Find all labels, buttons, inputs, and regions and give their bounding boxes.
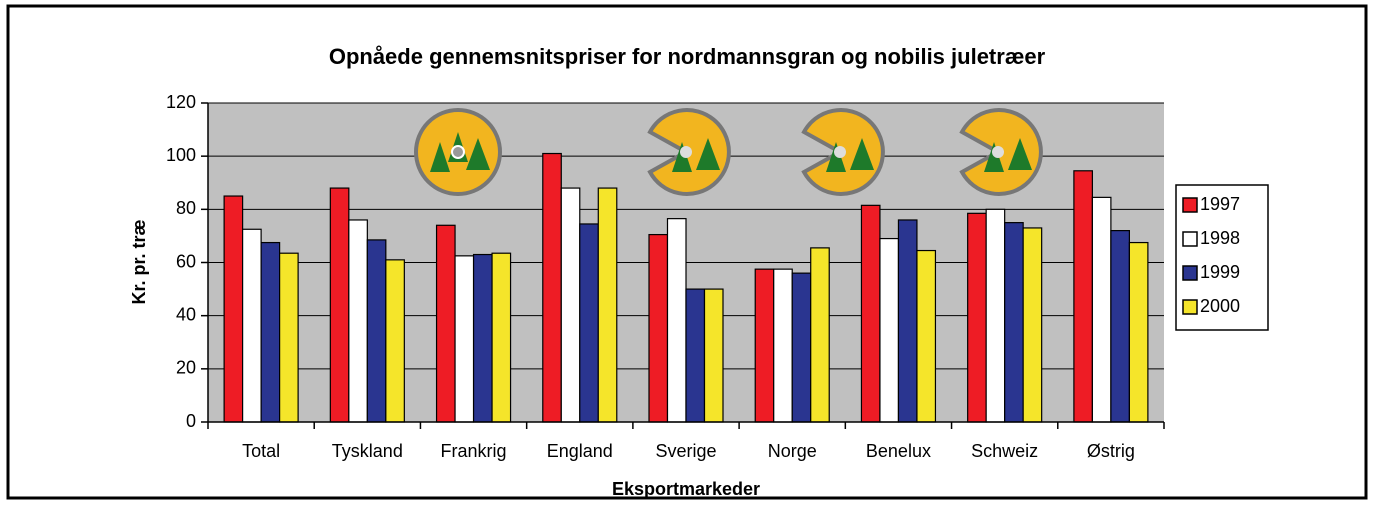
y-tick-label: 20 bbox=[176, 358, 196, 378]
bar bbox=[668, 219, 687, 422]
bar bbox=[437, 225, 456, 422]
bar bbox=[649, 235, 668, 422]
legend-swatch bbox=[1183, 266, 1197, 280]
bar bbox=[330, 188, 349, 422]
bar bbox=[1129, 243, 1148, 422]
bar bbox=[1092, 197, 1111, 422]
legend-label: 2000 bbox=[1200, 296, 1240, 316]
bar bbox=[861, 205, 880, 422]
bar bbox=[1111, 231, 1130, 422]
logo bbox=[416, 110, 500, 194]
legend-label: 1997 bbox=[1200, 194, 1240, 214]
bar bbox=[1005, 223, 1024, 422]
legend-swatch bbox=[1183, 232, 1197, 246]
x-tick-label: Østrig bbox=[1087, 441, 1135, 461]
bar bbox=[755, 269, 774, 422]
x-tick-label: Tyskland bbox=[332, 441, 403, 461]
y-tick-label: 120 bbox=[166, 92, 196, 112]
bar bbox=[1074, 171, 1093, 422]
bar bbox=[243, 229, 262, 422]
bar bbox=[811, 248, 830, 422]
bar bbox=[880, 239, 899, 422]
bar bbox=[1023, 228, 1042, 422]
bar bbox=[224, 196, 243, 422]
legend-swatch bbox=[1183, 198, 1197, 212]
y-axis-title: Kr. pr. træ bbox=[129, 219, 149, 304]
bar bbox=[386, 260, 405, 422]
legend-label: 1999 bbox=[1200, 262, 1240, 282]
bar bbox=[686, 289, 705, 422]
bar bbox=[455, 256, 474, 422]
bar bbox=[349, 220, 368, 422]
bar bbox=[705, 289, 724, 422]
chart: Opnåede gennemsnitspriser for nordmannsg… bbox=[0, 0, 1374, 504]
y-tick-label: 40 bbox=[176, 304, 196, 324]
bar bbox=[580, 224, 599, 422]
bar bbox=[598, 188, 617, 422]
x-tick-label: Total bbox=[242, 441, 280, 461]
bar bbox=[561, 188, 580, 422]
x-tick-label: Frankrig bbox=[441, 441, 507, 461]
bar bbox=[898, 220, 917, 422]
bar bbox=[792, 273, 811, 422]
bar bbox=[543, 154, 562, 422]
x-axis-title: Eksportmarkeder bbox=[612, 479, 760, 499]
y-tick-label: 100 bbox=[166, 145, 196, 165]
bar bbox=[968, 213, 987, 422]
legend-swatch bbox=[1183, 300, 1197, 314]
bar bbox=[492, 253, 511, 422]
bar bbox=[261, 243, 280, 422]
bar bbox=[474, 255, 493, 422]
x-tick-label: Benelux bbox=[866, 441, 931, 461]
bar bbox=[367, 240, 386, 422]
x-tick-label: Sverige bbox=[655, 441, 716, 461]
y-tick-label: 60 bbox=[176, 251, 196, 271]
x-tick-label: Norge bbox=[768, 441, 817, 461]
bar bbox=[280, 253, 299, 422]
y-tick-label: 80 bbox=[176, 198, 196, 218]
bar bbox=[774, 269, 793, 422]
y-tick-label: 0 bbox=[186, 411, 196, 431]
x-tick-label: Schweiz bbox=[971, 441, 1038, 461]
legend-label: 1998 bbox=[1200, 228, 1240, 248]
chart-title: Opnåede gennemsnitspriser for nordmannsg… bbox=[329, 44, 1046, 69]
bar bbox=[917, 251, 936, 422]
x-tick-label: England bbox=[547, 441, 613, 461]
bar bbox=[986, 209, 1005, 422]
